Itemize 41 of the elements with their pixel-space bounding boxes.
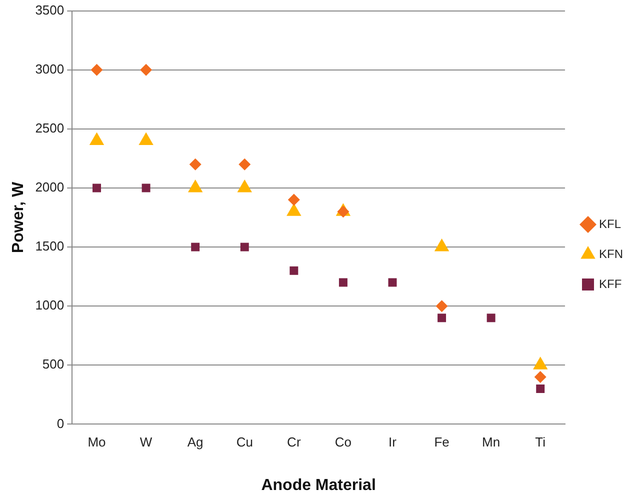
point: [338, 278, 348, 287]
legend-label: KFL: [599, 216, 622, 231]
y-tick-label: 2500: [35, 120, 64, 136]
y-tick-label: 3000: [35, 61, 64, 76]
point: [290, 266, 298, 275]
point: [337, 206, 350, 218]
point: [536, 384, 545, 394]
point: [189, 158, 202, 170]
x-tick-label: Cr: [287, 434, 302, 450]
point: [140, 64, 152, 76]
x-tick-label: Co: [334, 434, 352, 450]
point: [90, 64, 103, 76]
point: [288, 194, 300, 206]
x-tick-label: Fe: [434, 434, 450, 450]
point: [142, 184, 150, 192]
point: [92, 184, 102, 192]
y-tick-label: 2000: [35, 180, 64, 195]
y-tick-label: 1500: [35, 238, 64, 254]
y-tick-label: 500: [42, 356, 64, 372]
x-tick-label: Mo: [88, 434, 106, 450]
legend-label: KFF: [599, 276, 622, 291]
point: [240, 242, 249, 252]
x-tick-label: W: [140, 434, 153, 450]
x-tick-label: Cu: [236, 434, 253, 450]
y-axis-title: Power, W: [10, 181, 28, 254]
point: [238, 158, 251, 170]
y-tick-label: 3500: [35, 2, 64, 18]
point: [486, 314, 496, 322]
x-axis-title: Anode Material: [261, 476, 376, 494]
point: [191, 242, 200, 252]
point: [438, 314, 446, 322]
x-tick-label: Mn: [482, 434, 500, 450]
point: [436, 300, 448, 312]
point: [534, 370, 546, 383]
y-tick-label: 1000: [35, 298, 64, 313]
point: [388, 278, 397, 287]
legend-label: KFN: [599, 246, 623, 261]
x-tick-label: Ti: [535, 434, 546, 450]
x-tick-label: Ir: [388, 434, 398, 450]
y-tick-label: 0: [56, 416, 64, 431]
x-tick-label: Ag: [187, 434, 204, 450]
